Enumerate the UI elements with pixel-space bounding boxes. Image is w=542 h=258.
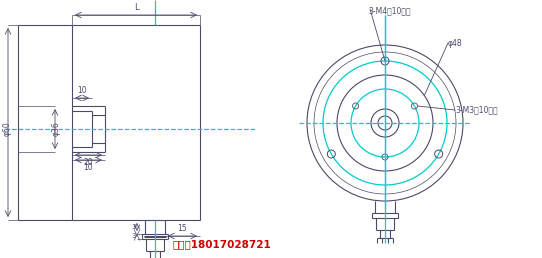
Text: 3-M4深10均布: 3-M4深10均布 — [368, 6, 411, 15]
Text: 3: 3 — [132, 224, 136, 230]
Text: 20: 20 — [83, 158, 93, 167]
Text: 15: 15 — [178, 224, 188, 233]
Text: φ48: φ48 — [448, 38, 463, 47]
Text: φ36: φ36 — [51, 122, 61, 136]
Text: 10: 10 — [83, 163, 93, 172]
Text: φ60: φ60 — [3, 122, 11, 136]
Text: 3-M3深10均布: 3-M3深10均布 — [455, 106, 498, 115]
Text: L: L — [134, 3, 138, 12]
Text: 10: 10 — [77, 86, 87, 95]
Text: 3: 3 — [132, 233, 136, 239]
Text: 手机：18017028721: 手机：18017028721 — [172, 239, 272, 249]
